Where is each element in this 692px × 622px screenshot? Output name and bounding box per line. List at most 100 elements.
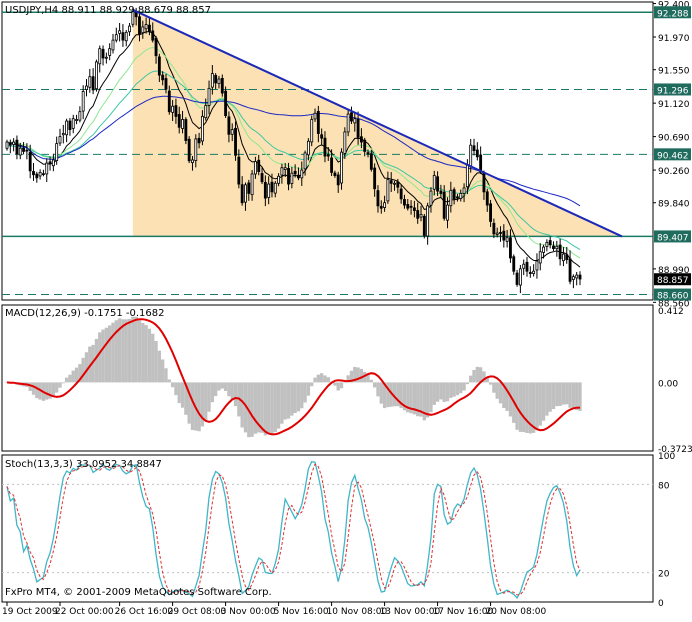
macd-bar-80 xyxy=(270,382,274,435)
candle-body-53 xyxy=(181,119,184,129)
macd-bar-16 xyxy=(58,382,62,388)
candle-body-114 xyxy=(383,202,387,208)
macd-bar-140 xyxy=(469,375,473,383)
macd-bar-29 xyxy=(101,329,105,383)
candle-body-110 xyxy=(369,153,373,170)
stoch-tick-label-3: 0 xyxy=(658,599,664,609)
macd-bar-41 xyxy=(141,322,145,383)
price-tick-label-6: 89.840 xyxy=(658,200,690,210)
macd-bar-62 xyxy=(210,382,215,403)
candle-body-120 xyxy=(403,199,406,206)
macd-bar-135 xyxy=(452,382,456,397)
macd-header: MACD(12,26,9) -0.1751 -0.1682 xyxy=(5,308,165,319)
candle-body-79 xyxy=(267,183,271,198)
macd-bar-103 xyxy=(346,375,350,383)
candle-body-51 xyxy=(174,105,178,117)
candle-body-6 xyxy=(25,149,29,152)
candle-body-111 xyxy=(373,167,377,190)
candle-body-136 xyxy=(456,196,459,199)
candle-body-15 xyxy=(55,143,59,161)
candle-body-83 xyxy=(280,167,284,176)
macd-bar-68 xyxy=(230,382,234,400)
candle-body-77 xyxy=(260,173,264,183)
candle-body-123 xyxy=(412,207,416,211)
macd-bar-141 xyxy=(472,370,476,383)
candle-body-72 xyxy=(244,184,247,203)
macd-bar-50 xyxy=(170,382,175,388)
candle-body-49 xyxy=(167,90,171,113)
candle-body-84 xyxy=(283,167,287,170)
macd-bar-69 xyxy=(233,382,238,407)
candle-body-40 xyxy=(138,16,141,35)
macd-bar-166 xyxy=(555,382,559,407)
macd-bar-8 xyxy=(31,382,36,395)
candle-body-13 xyxy=(48,161,52,165)
macd-bar-156 xyxy=(522,382,526,433)
macd-bar-86 xyxy=(290,382,294,416)
candle-body-127 xyxy=(426,205,430,237)
candle-body-112 xyxy=(376,190,380,207)
macd-bar-61 xyxy=(207,382,211,412)
macd-bar-117 xyxy=(392,382,397,407)
macd-bar-22 xyxy=(78,364,82,383)
macd-bar-12 xyxy=(45,382,49,400)
candle-body-99 xyxy=(333,172,337,176)
macd-bar-59 xyxy=(200,382,205,427)
candle-body-126 xyxy=(422,215,426,236)
candle-body-128 xyxy=(429,190,433,206)
candle-body-173 xyxy=(578,274,582,280)
macd-bar-44 xyxy=(151,333,155,383)
candle-body-34 xyxy=(118,30,122,34)
macd-bar-161 xyxy=(538,382,542,426)
candle-body-159 xyxy=(532,270,536,274)
candle-body-88 xyxy=(297,174,300,179)
level-label-0: 92.288 xyxy=(657,9,689,19)
macd-bar-121 xyxy=(406,382,410,413)
macd-bar-89 xyxy=(300,382,304,409)
macd-bar-43 xyxy=(147,328,152,383)
candle-body-171 xyxy=(571,276,575,280)
macd-bar-63 xyxy=(214,382,218,397)
macd-bar-170 xyxy=(568,382,572,408)
macd-bar-124 xyxy=(416,382,420,417)
macd-bar-149 xyxy=(498,382,503,404)
candle-body-98 xyxy=(330,157,334,173)
price-tick-label-5: 90.260 xyxy=(658,167,690,177)
macd-bar-18 xyxy=(64,377,69,383)
price-tick-label-0: 92.400 xyxy=(658,1,690,11)
time-tick-label-6: 10 Nov 08:00 xyxy=(327,607,388,617)
candle-body-19 xyxy=(68,120,72,131)
candle-body-54 xyxy=(184,119,188,141)
macd-tick-label-1: 0.00 xyxy=(658,379,678,389)
level-label-bg-1 xyxy=(654,83,691,96)
macd-bar-82 xyxy=(276,382,281,429)
candle-body-35 xyxy=(121,32,125,41)
macd-bar-134 xyxy=(449,382,453,398)
macd-bar-110 xyxy=(369,379,373,383)
candle-body-162 xyxy=(542,246,545,253)
macd-bar-139 xyxy=(465,382,470,385)
candle-body-168 xyxy=(562,253,565,262)
candle-body-94 xyxy=(316,110,320,134)
candle-body-166 xyxy=(555,245,559,250)
macd-bar-17 xyxy=(61,382,65,384)
candle-body-130 xyxy=(436,176,440,192)
macd-bar-71 xyxy=(240,382,244,428)
candle-body-0 xyxy=(5,141,9,149)
macd-bar-92 xyxy=(310,382,314,387)
time-tick-label-3: 29 Oct 08:00 xyxy=(168,607,227,617)
candle-body-119 xyxy=(399,188,403,200)
stoch-header: Stoch(13,3,3) 33.0952 34.8847 xyxy=(5,459,162,470)
stoch-signal-line xyxy=(6,463,581,596)
candle-body-139 xyxy=(465,164,469,188)
macd-bar-85 xyxy=(286,382,291,419)
macd-bar-36 xyxy=(124,319,128,383)
candle-body-96 xyxy=(323,137,327,157)
candle-body-95 xyxy=(320,134,324,139)
macd-bar-74 xyxy=(250,382,254,437)
macd-bar-146 xyxy=(488,382,493,385)
macd-bar-159 xyxy=(531,382,536,433)
candle-body-50 xyxy=(171,105,175,113)
candle-body-8 xyxy=(32,171,35,176)
macd-bar-126 xyxy=(422,382,426,421)
